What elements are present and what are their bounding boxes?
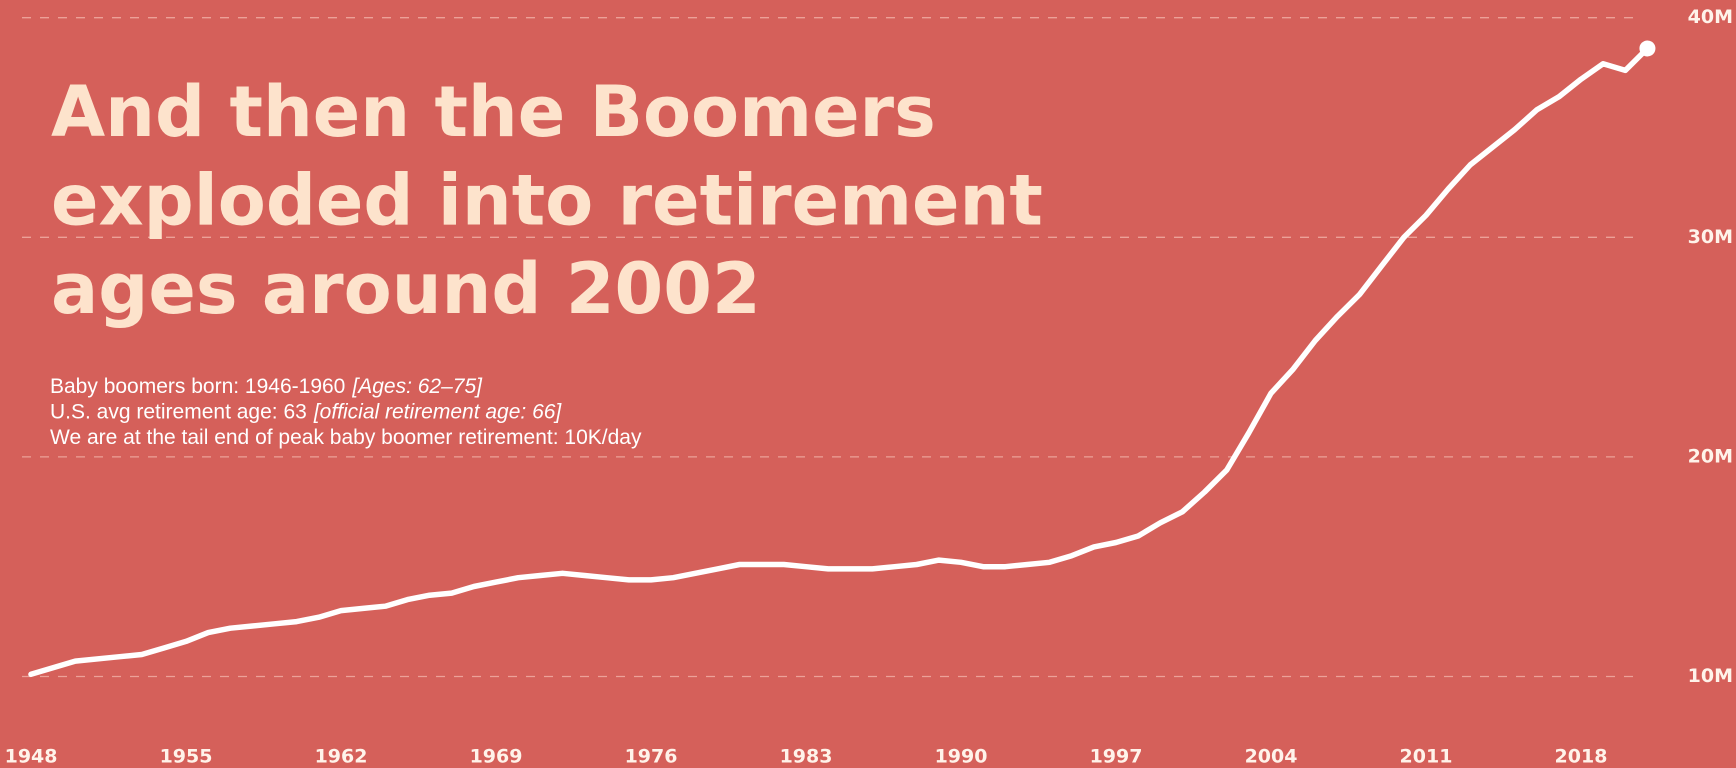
note: U.S. avg retirement age: 63 [official ret… xyxy=(50,401,562,424)
chart-title: And then the Boomers xyxy=(51,71,936,153)
x-tick-label: 1969 xyxy=(470,746,523,768)
note-part: Baby boomers born: 1946-1960 xyxy=(50,375,345,398)
y-tick-label: 10M xyxy=(1688,665,1733,687)
note: Baby boomers born: 1946-1960 [Ages: 62–75… xyxy=(50,375,483,398)
chart-title: ages around 2002 xyxy=(51,248,761,330)
note-part: [official retirement age: 66] xyxy=(313,401,563,424)
x-tick-label: 1976 xyxy=(625,746,678,768)
y-tick-label: 40M xyxy=(1688,6,1733,28)
x-tick-label: 1955 xyxy=(160,746,213,768)
y-tick-label: 20M xyxy=(1688,445,1733,467)
x-tick-label: 2018 xyxy=(1555,746,1608,768)
x-tick-label: 1983 xyxy=(780,746,833,768)
note-part: U.S. avg retirement age: 63 xyxy=(50,401,307,424)
y-tick-label: 30M xyxy=(1688,226,1733,248)
chart-title: exploded into retirement xyxy=(51,160,1043,242)
note-part: [Ages: 62–75] xyxy=(351,375,483,398)
x-tick-label: 1962 xyxy=(315,746,368,768)
data-line xyxy=(28,45,1651,678)
end-dot xyxy=(1639,40,1656,57)
note-part: We are at the tail end of peak baby boom… xyxy=(50,426,642,449)
x-tick-label: 2004 xyxy=(1245,746,1298,768)
x-tick-label: 2011 xyxy=(1400,746,1453,768)
note: We are at the tail end of peak baby boom… xyxy=(50,426,642,449)
x-tick-label: 1948 xyxy=(5,746,58,768)
x-tick-label: 1990 xyxy=(935,746,988,768)
x-tick-label: 1997 xyxy=(1090,746,1143,768)
